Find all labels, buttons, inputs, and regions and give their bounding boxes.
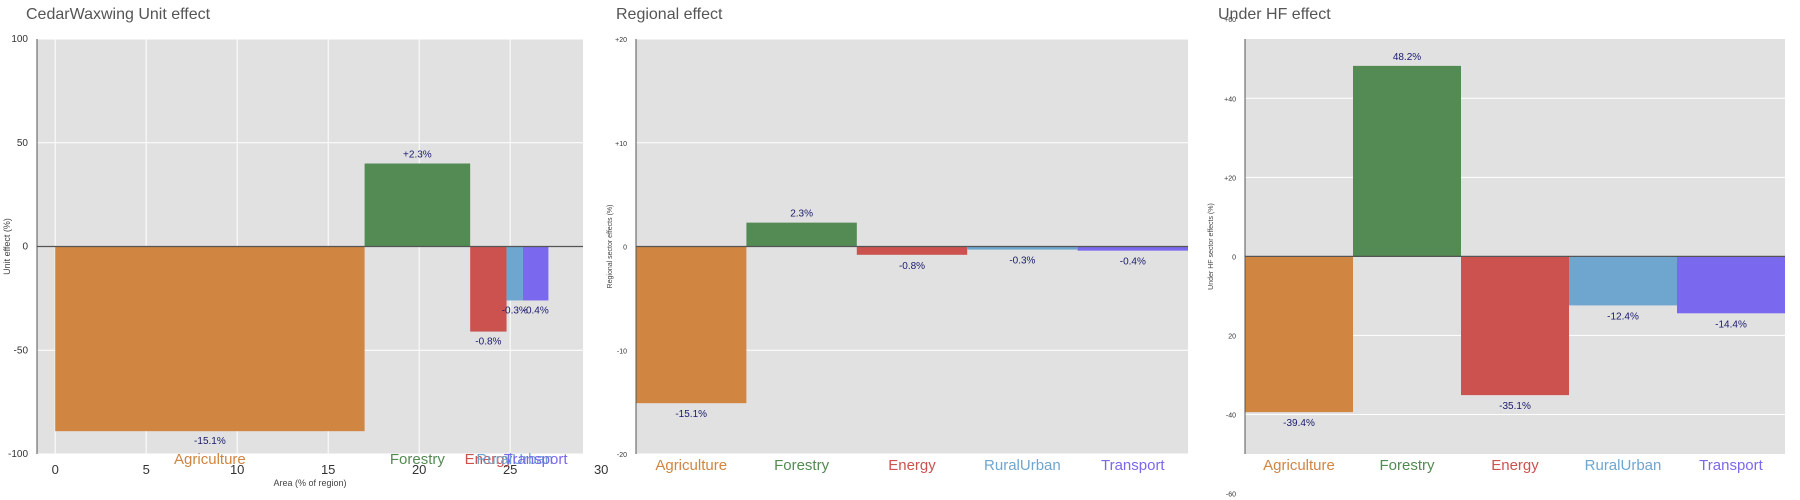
category-label-agriculture: Agriculture — [655, 457, 727, 474]
under-hf-effect-title: Under HF effect — [1218, 6, 1331, 23]
bar-forestry — [364, 163, 471, 247]
category-label-ruralurban: RuralUrban — [476, 451, 553, 468]
x-tick-label: 30 — [594, 462, 608, 477]
y-tick-label: -50 — [14, 345, 29, 356]
category-label-forestry: Forestry — [774, 457, 830, 474]
category-label-ruralurban: RuralUrban — [984, 457, 1061, 474]
y-tick-label: 0 — [1232, 254, 1236, 261]
y-tick-label: +40 — [1224, 96, 1236, 103]
x-axis-label: Area (% of region) — [273, 478, 346, 488]
bar-ruralurban — [1569, 256, 1677, 306]
category-label-transport: Transport — [1699, 457, 1763, 474]
y-tick-label: +20 — [615, 37, 627, 44]
bar-forestry — [746, 222, 857, 247]
x-tick-label: 15 — [321, 462, 335, 477]
category-label-energy: Energy — [465, 451, 513, 468]
value-label-forestry: +2.3% — [403, 150, 432, 161]
y-axis-label: Regional sector effects (%) — [607, 205, 614, 289]
x-tick-label: 5 — [143, 462, 150, 477]
category-label-agriculture: Agriculture — [1263, 457, 1335, 474]
x-tick-label: 10 — [230, 462, 244, 477]
category-label-transport: Transport — [504, 451, 568, 468]
unit-effect-chart: CedarWaxwing Unit effect 100 50 0 -50 -100 0 5… — [2, 6, 608, 488]
under-hf-effect-chart: Under HF effect +60 +40 +20 0 20 -40 -60 -39.4%… — [1208, 6, 1785, 499]
y-tick-label: -10 — [617, 348, 627, 355]
y-axis-label: Unit effect (%) — [2, 218, 12, 275]
value-label-energy: -0.8% — [899, 261, 925, 272]
y-axis-label: Under HF sector effects (%) — [1208, 203, 1215, 290]
category-label-forestry: Forestry — [1379, 457, 1435, 474]
y-tick-label: -60 — [1226, 492, 1236, 499]
bar-agriculture — [1245, 256, 1353, 413]
regional-effect-title: Regional effect — [616, 6, 723, 23]
y-tick-label: -20 — [617, 452, 627, 459]
bar-agriculture — [636, 246, 747, 404]
value-label-ruralurban: -12.4% — [1607, 311, 1639, 322]
value-label-energy: -0.8% — [475, 337, 501, 348]
y-tick-label: +20 — [1224, 175, 1236, 182]
category-label-energy: Energy — [888, 457, 936, 474]
value-label-ruralurban: -0.3% — [1009, 256, 1035, 267]
y-tick-label: -100 — [8, 449, 28, 460]
value-label-forestry: 2.3% — [790, 209, 813, 220]
value-label-agriculture: -39.4% — [1283, 418, 1315, 429]
x-tick-label: 0 — [52, 462, 59, 477]
bar-ruralurban — [967, 246, 1078, 250]
bar-agriculture — [55, 246, 365, 432]
category-label-forestry: Forestry — [390, 451, 446, 468]
category-label-transport: Transport — [1101, 457, 1165, 474]
bar-energy — [856, 246, 968, 255]
value-label-agriculture: -15.1% — [194, 436, 226, 447]
category-label-ruralurban: RuralUrban — [1585, 457, 1662, 474]
bar-energy — [470, 246, 507, 332]
value-label-transport: -14.4% — [1715, 319, 1747, 330]
y-tick-label: +60 — [1224, 17, 1236, 24]
value-label-energy: -35.1% — [1499, 401, 1531, 412]
y-tick-label: -40 — [1226, 412, 1236, 419]
y-tick-label: 50 — [17, 138, 29, 149]
value-label-agriculture: -15.1% — [675, 409, 707, 420]
regional-effect-chart: Regional effect +20 +10 0 -10 -20 -15.1% Agric… — [607, 6, 1188, 474]
bar-transport — [522, 246, 549, 301]
category-label-agriculture: Agriculture — [174, 451, 246, 468]
y-tick-label: 100 — [11, 34, 28, 45]
bar-energy — [1461, 256, 1569, 396]
x-tick-label: 25 — [503, 462, 517, 477]
bar-transport — [1077, 246, 1188, 251]
category-label-energy: Energy — [1491, 457, 1539, 474]
x-tick-label: 20 — [412, 462, 426, 477]
y-tick-label: 0 — [623, 245, 627, 252]
value-label-transport: -0.4% — [523, 305, 549, 316]
y-tick-label: +10 — [615, 141, 627, 148]
bar-transport — [1677, 256, 1785, 314]
y-tick-label: 0 — [22, 242, 28, 253]
value-label-ruralurban: -0.3% — [502, 305, 528, 316]
unit-effect-title: CedarWaxwing Unit effect — [26, 6, 211, 23]
bar-forestry — [1353, 65, 1461, 257]
bar-ruralurban — [506, 246, 523, 301]
value-label-transport: -0.4% — [1120, 257, 1146, 268]
y-tick-label: 20 — [1228, 333, 1236, 340]
value-label-forestry: 48.2% — [1393, 52, 1421, 63]
